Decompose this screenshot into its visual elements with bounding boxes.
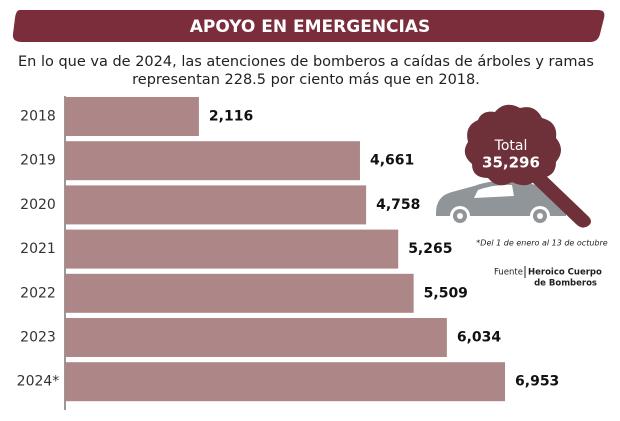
tree-icon <box>464 104 591 228</box>
source-text: Heroico Cuerpo <box>528 268 602 278</box>
car-icon <box>436 180 566 226</box>
chart-title: APOYO EN EMERGENCIAS <box>190 17 431 37</box>
bar <box>65 273 414 313</box>
value-label: 4,758 <box>376 197 420 213</box>
source-label: Fuente <box>494 268 523 278</box>
bar <box>65 362 506 402</box>
total-label: Total <box>494 138 528 154</box>
y-tick-label: 2019 <box>20 153 56 169</box>
value-label: 5,509 <box>424 285 468 301</box>
bar <box>65 185 367 225</box>
bar <box>65 97 199 136</box>
y-tick-label: 2021 <box>20 241 56 257</box>
y-tick-label: 2018 <box>20 109 56 125</box>
y-tick-label: 2020 <box>20 197 56 213</box>
title-banner <box>12 10 605 42</box>
y-tick-label: 2023 <box>20 330 56 346</box>
bar <box>65 229 399 269</box>
total-value: 35,296 <box>482 154 540 172</box>
subtitle: En lo que va de 2024, las atenciones de … <box>18 54 594 70</box>
y-tick-label: 2024* <box>17 374 60 390</box>
footnote: *Del 1 de enero al 13 de octubre <box>476 239 607 248</box>
bar <box>65 141 360 181</box>
value-label: 2,116 <box>209 109 253 125</box>
y-tick-label: 2022 <box>20 285 56 301</box>
value-label: 6,953 <box>515 374 559 390</box>
value-label: 6,034 <box>457 330 502 346</box>
source-text: de Bomberos <box>534 279 597 289</box>
value-label: 4,661 <box>370 153 414 169</box>
subtitle: representan 228.5 por ciento más que en … <box>132 72 480 88</box>
bar <box>65 318 447 357</box>
value-label: 5,265 <box>408 241 452 257</box>
